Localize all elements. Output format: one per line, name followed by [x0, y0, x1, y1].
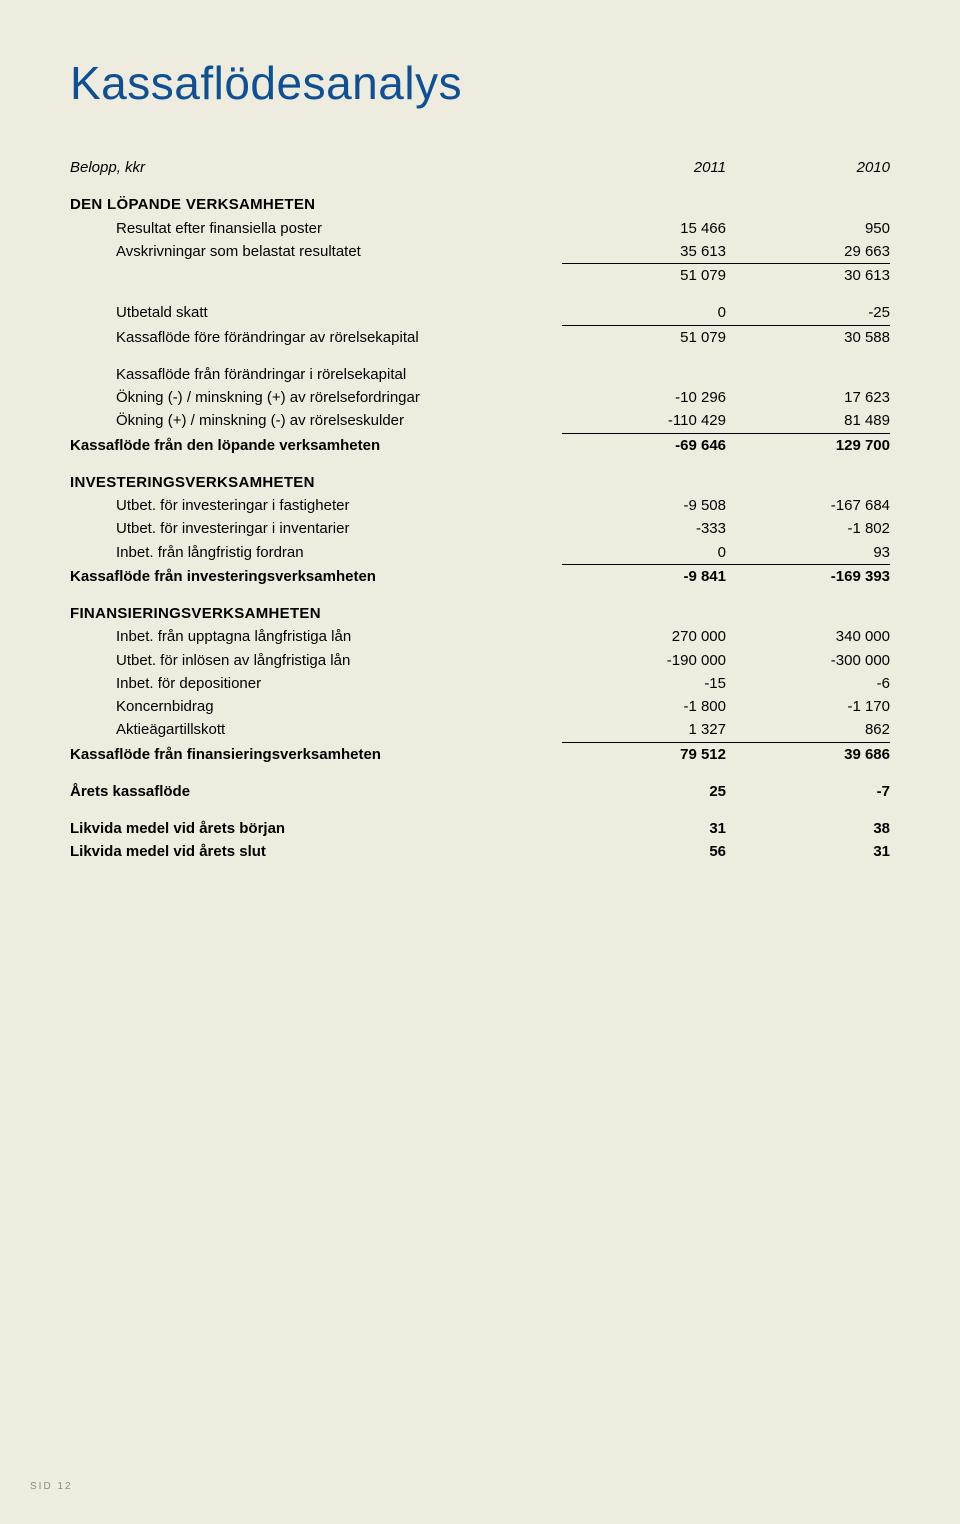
row-value: 39 686	[726, 742, 890, 780]
row-value: -25	[726, 301, 890, 325]
row-label: Inbet. för depositioner	[70, 672, 562, 695]
row-value: 340 000	[726, 625, 890, 648]
row-label: Utbet. för investeringar i inventarier	[70, 517, 562, 540]
row-label: Utbet. för investeringar i fastigheter	[70, 494, 562, 517]
table-row: Kassaflöde före förändringar av rörelsek…	[70, 325, 890, 363]
row-value: -1 800	[562, 695, 726, 718]
row-value: -7	[726, 780, 890, 817]
row-label: Likvida medel vid årets slut	[70, 840, 562, 863]
row-value: 51 079	[562, 264, 726, 302]
table-row: Inbet. från upptagna långfristiga lån 27…	[70, 625, 890, 648]
header-label: Belopp, kkr	[70, 156, 562, 193]
row-value: 29 663	[726, 240, 890, 264]
table-row: Utbetald skatt 0 -25	[70, 301, 890, 325]
row-value: 38	[726, 817, 890, 840]
row-value: 56	[562, 840, 726, 863]
row-label: Inbet. från långfristig fordran	[70, 541, 562, 565]
table-row: Kassaflöde från förändringar i rörelseka…	[70, 363, 890, 386]
row-label: Koncernbidrag	[70, 695, 562, 718]
row-label: Utbet. för inlösen av långfristiga lån	[70, 649, 562, 672]
row-label: Årets kassaflöde	[70, 780, 562, 817]
table-row: Utbet. för inlösen av långfristiga lån -…	[70, 649, 890, 672]
row-label: Kassaflöde från finansieringsverksamhete…	[70, 742, 562, 780]
table-row: 51 079 30 613	[70, 264, 890, 302]
row-value: 51 079	[562, 325, 726, 363]
row-label: Likvida medel vid årets början	[70, 817, 562, 840]
row-value: 25	[562, 780, 726, 817]
row-value: 93	[726, 541, 890, 565]
row-label: Kassaflöde från investeringsverksamheten	[70, 564, 562, 602]
row-label: Kassaflöde före förändringar av rörelsek…	[70, 325, 562, 363]
row-value: 81 489	[726, 409, 890, 433]
table-row: Inbet. för depositioner -15 -6	[70, 672, 890, 695]
table-row: Aktieägartillskott 1 327 862	[70, 718, 890, 742]
section-investing: INVESTERINGSVERKSAMHETEN	[70, 471, 890, 494]
row-value: -169 393	[726, 564, 890, 602]
page-container: Kassaflödesanalys Belopp, kkr 2011 2010 …	[0, 0, 960, 1524]
table-row: Likvida medel vid årets början 31 38	[70, 817, 890, 840]
header-year1: 2011	[562, 156, 726, 193]
row-value: 31	[726, 840, 890, 863]
row-label: Utbetald skatt	[70, 301, 562, 325]
table-row: Utbet. för investeringar i inventarier -…	[70, 517, 890, 540]
table-row: Koncernbidrag -1 800 -1 170	[70, 695, 890, 718]
row-value: -167 684	[726, 494, 890, 517]
page-title: Kassaflödesanalys	[70, 56, 890, 110]
row-value: 15 466	[562, 217, 726, 240]
row-label: Avskrivningar som belastat resultatet	[70, 240, 562, 264]
row-value: 31	[562, 817, 726, 840]
row-label: Ökning (+) / minskning (-) av rörelsesku…	[70, 409, 562, 433]
row-value: 79 512	[562, 742, 726, 780]
row-value: 950	[726, 217, 890, 240]
row-value: 0	[562, 301, 726, 325]
row-label: Aktieägartillskott	[70, 718, 562, 742]
page-footer: SID 12	[30, 1481, 73, 1492]
row-label: Kassaflöde från förändringar i rörelseka…	[70, 363, 562, 386]
row-value: -15	[562, 672, 726, 695]
row-value: -1 802	[726, 517, 890, 540]
row-value: 862	[726, 718, 890, 742]
row-label: Inbet. från upptagna långfristiga lån	[70, 625, 562, 648]
row-value: -9 841	[562, 564, 726, 602]
row-value: -6	[726, 672, 890, 695]
section-operating: DEN LÖPANDE VERKSAMHETEN	[70, 193, 890, 216]
header-year2: 2010	[726, 156, 890, 193]
row-value: 270 000	[562, 625, 726, 648]
row-value: 129 700	[726, 433, 890, 471]
row-value: 30 588	[726, 325, 890, 363]
section-investing-head: INVESTERINGSVERKSAMHETEN	[70, 471, 562, 494]
table-row: Resultat efter finansiella poster 15 466…	[70, 217, 890, 240]
table-row: Kassaflöde från den löpande verksamheten…	[70, 433, 890, 471]
table-row: Utbet. för investeringar i fastigheter -…	[70, 494, 890, 517]
table-row: Ökning (-) / minskning (+) av rörelsefor…	[70, 386, 890, 409]
row-label: Resultat efter finansiella poster	[70, 217, 562, 240]
row-label: Ökning (-) / minskning (+) av rörelsefor…	[70, 386, 562, 409]
row-value: 17 623	[726, 386, 890, 409]
section-financing-head: FINANSIERINGSVERKSAMHETEN	[70, 602, 562, 625]
row-label: Kassaflöde från den löpande verksamheten	[70, 433, 562, 471]
table-row: Avskrivningar som belastat resultatet 35…	[70, 240, 890, 264]
row-value: -1 170	[726, 695, 890, 718]
table-row: Årets kassaflöde 25 -7	[70, 780, 890, 817]
section-operating-head: DEN LÖPANDE VERKSAMHETEN	[70, 193, 562, 216]
row-value: -300 000	[726, 649, 890, 672]
table-row: Kassaflöde från finansieringsverksamhete…	[70, 742, 890, 780]
row-value: -10 296	[562, 386, 726, 409]
row-value: -190 000	[562, 649, 726, 672]
row-value: 35 613	[562, 240, 726, 264]
row-value: 0	[562, 541, 726, 565]
section-financing: FINANSIERINGSVERKSAMHETEN	[70, 602, 890, 625]
table-header-row: Belopp, kkr 2011 2010	[70, 156, 890, 193]
row-value: -9 508	[562, 494, 726, 517]
row-value: 1 327	[562, 718, 726, 742]
row-value: 30 613	[726, 264, 890, 302]
row-value: -110 429	[562, 409, 726, 433]
table-row: Inbet. från långfristig fordran 0 93	[70, 541, 890, 565]
row-value: -69 646	[562, 433, 726, 471]
table-row: Likvida medel vid årets slut 56 31	[70, 840, 890, 863]
row-value: -333	[562, 517, 726, 540]
cashflow-table: Belopp, kkr 2011 2010 DEN LÖPANDE VERKSA…	[70, 156, 890, 864]
table-row: Kassaflöde från investeringsverksamheten…	[70, 564, 890, 602]
table-row: Ökning (+) / minskning (-) av rörelsesku…	[70, 409, 890, 433]
